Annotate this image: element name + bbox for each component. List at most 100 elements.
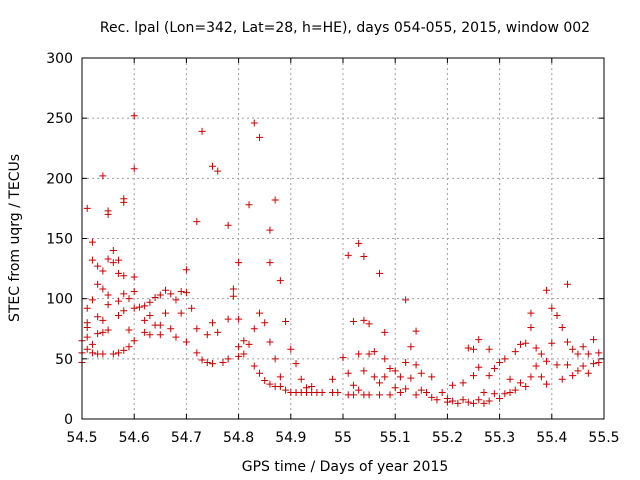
data-point — [381, 373, 389, 381]
data-point — [490, 390, 498, 398]
data-point — [99, 328, 107, 336]
data-point — [595, 358, 603, 366]
data-point — [480, 389, 488, 397]
data-point — [417, 386, 425, 394]
data-point — [376, 269, 384, 277]
data-point — [261, 319, 269, 327]
data-point — [287, 345, 295, 353]
y-tick-label: 150 — [46, 232, 73, 248]
data-point — [88, 296, 96, 304]
data-point — [172, 296, 180, 304]
data-point — [235, 352, 243, 360]
data-point — [156, 291, 164, 299]
data-point — [412, 391, 420, 399]
data-point — [255, 309, 263, 317]
y-axis-label: STEC from uqrg / TECUs — [7, 154, 23, 322]
data-point — [553, 312, 561, 320]
data-point — [182, 266, 190, 274]
data-point — [485, 345, 493, 353]
data-point — [261, 376, 269, 384]
data-point — [240, 337, 248, 345]
data-point — [99, 316, 107, 324]
data-point — [120, 346, 128, 354]
data-point — [156, 321, 164, 329]
data-point — [480, 399, 488, 407]
data-point — [355, 239, 363, 247]
data-point — [282, 318, 290, 326]
data-point — [266, 226, 274, 234]
data-point — [584, 350, 592, 358]
data-point — [470, 372, 477, 380]
data-point — [590, 336, 598, 344]
data-point — [391, 367, 399, 375]
data-point — [99, 172, 107, 180]
y-tick-label: 0 — [64, 412, 73, 428]
axis-ticks: 54.5 54.6 54.7 54.8 54.9 55 55.1 55.2 55.3 55.4 55… — [46, 51, 619, 446]
data-point — [402, 385, 410, 393]
x-axis-label: GPS time / Days of year 2015 — [242, 459, 449, 475]
data-point — [209, 162, 216, 170]
data-point — [250, 325, 258, 333]
data-point — [104, 301, 112, 309]
x-tick-label: 54.6 — [119, 430, 150, 446]
y-tick-label: 50 — [55, 352, 73, 368]
y-tick-label: 250 — [46, 111, 73, 127]
data-point — [130, 112, 138, 120]
data-point — [344, 369, 352, 377]
data-point — [120, 307, 128, 315]
data-point — [162, 286, 170, 294]
x-tick-label: 55.1 — [380, 430, 411, 446]
data-point — [94, 280, 102, 288]
data-point — [532, 362, 540, 370]
data-point — [266, 338, 274, 346]
data-point — [412, 361, 420, 369]
data-point — [104, 255, 112, 263]
data-point — [516, 340, 524, 348]
data-point — [125, 343, 133, 351]
data-point — [579, 343, 587, 351]
data-point — [365, 320, 373, 328]
data-point — [569, 345, 577, 353]
data-point — [240, 350, 248, 358]
data-point — [193, 349, 201, 357]
data-point — [485, 372, 493, 380]
data-point — [88, 238, 96, 246]
data-point — [537, 373, 545, 381]
data-point — [386, 391, 394, 399]
data-point — [558, 324, 566, 332]
data-point — [235, 315, 243, 323]
grid — [82, 58, 604, 419]
data-point — [109, 259, 117, 267]
data-point — [407, 374, 415, 382]
data-point — [224, 315, 232, 323]
data-point — [527, 373, 535, 381]
data-point — [381, 355, 389, 363]
data-point — [88, 340, 96, 348]
data-point — [115, 297, 123, 305]
data-point — [115, 349, 123, 357]
data-point — [115, 256, 123, 264]
data-point — [245, 340, 253, 348]
data-point — [250, 362, 258, 370]
data-point — [214, 167, 222, 175]
data-point — [365, 391, 373, 399]
data-point — [99, 267, 107, 275]
data-point — [156, 331, 164, 339]
data-point — [214, 328, 222, 336]
data-point — [459, 379, 467, 387]
data-point — [381, 328, 389, 336]
data-point — [99, 350, 107, 358]
data-points — [78, 112, 603, 407]
data-point — [198, 356, 206, 364]
data-point — [501, 390, 509, 398]
data-point — [355, 350, 363, 358]
x-tick-label: 55.5 — [588, 430, 619, 446]
y-tick-label: 200 — [46, 171, 73, 187]
data-point — [120, 195, 128, 203]
data-point — [370, 348, 378, 356]
data-point — [235, 259, 243, 267]
data-point — [276, 383, 284, 391]
data-point — [104, 326, 112, 334]
data-point — [88, 349, 96, 357]
data-point — [177, 309, 185, 317]
